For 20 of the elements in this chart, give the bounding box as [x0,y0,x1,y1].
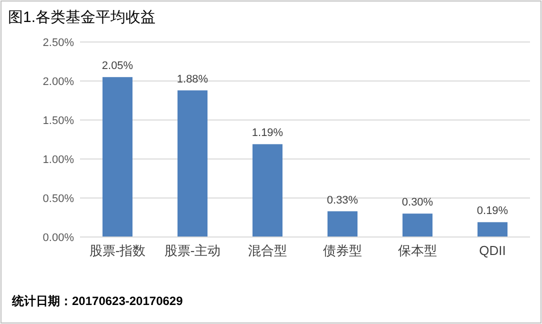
data-label: 0.33% [326,194,358,206]
data-label: 0.30% [402,196,434,209]
x-tick-label: 股票-指数 [89,243,146,258]
title: 图1.各类基金平均收益 [8,9,156,26]
x-tick-label: QDII [479,243,506,258]
data-label: 1.19% [252,127,284,140]
y-tick-label: 0.00% [42,232,74,244]
x-tick-label: 保本型 [398,243,437,258]
x-tick-label: 混合型 [248,243,287,258]
y-tick-label: 2.00% [42,76,74,88]
text: 统计日期：20170623-20170629 [11,294,184,308]
y-tick-label: 2.50% [42,37,74,49]
x-tick-label: 股票-主动 [164,243,221,258]
y-tick-label: 1.00% [42,154,74,166]
y-tick-label: 1.50% [42,115,74,127]
data-label: 0.19% [476,205,508,218]
y-tick-label: 0.50% [42,193,74,205]
data-label: 1.88% [176,73,208,86]
data-label: 2.05% [102,60,134,72]
x-tick-label: 债券型 [323,243,362,258]
